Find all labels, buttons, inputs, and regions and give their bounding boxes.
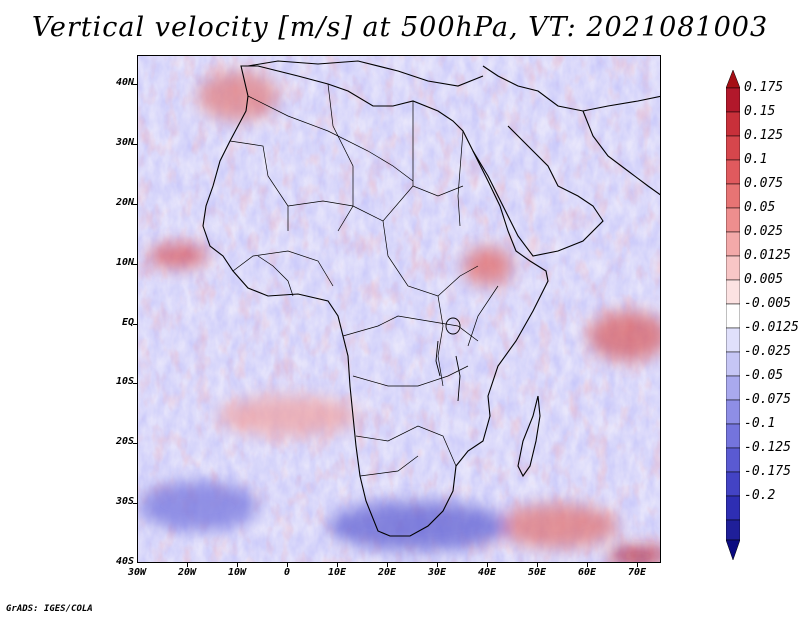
colorbar-level-label: 0.175 — [744, 80, 784, 95]
lon-tick — [537, 563, 538, 567]
lat-tick — [133, 204, 137, 205]
lat-label-40s: 40S — [115, 556, 134, 567]
colorbar-top-arrow — [726, 70, 740, 89]
colorbar-level-label: -0.05 — [744, 368, 784, 383]
colorbar-swatch — [726, 255, 740, 281]
lon-tick — [437, 563, 438, 567]
colorbar-swatch — [726, 495, 740, 521]
colorbar-swatch — [726, 183, 740, 209]
lon-tick — [287, 563, 288, 567]
colorbar-swatch — [726, 327, 740, 353]
lon-tick — [487, 563, 488, 567]
coastlines — [202, 60, 660, 537]
map-plot-area — [137, 55, 661, 563]
colorbar — [726, 70, 740, 560]
colorbar-swatch — [726, 519, 740, 541]
colorbar-swatch — [726, 159, 740, 185]
colorbar-bottom-arrow — [726, 539, 740, 560]
lon-label-30w: 30W — [127, 567, 147, 578]
velocity-field-map — [138, 56, 660, 562]
lon-label-20e: 20E — [377, 567, 397, 578]
lon-tick — [637, 563, 638, 567]
lat-tick — [133, 84, 137, 85]
colorbar-swatch — [726, 447, 740, 473]
colorbar-level-label: -0.025 — [744, 344, 791, 359]
colorbar-swatch — [726, 303, 740, 329]
lat-tick — [133, 383, 137, 384]
colorbar-swatch — [726, 279, 740, 305]
colorbar-level-label: -0.175 — [744, 464, 791, 479]
lat-label-eq: EQ — [121, 317, 134, 328]
colorbar-level-label: 0.15 — [744, 104, 776, 119]
lon-tick — [587, 563, 588, 567]
colorbar-level-label: 0.005 — [744, 272, 784, 287]
colorbar-level-label: 0.05 — [744, 200, 776, 215]
lon-label-50e: 50E — [527, 567, 547, 578]
lon-tick — [187, 563, 188, 567]
lon-label-20w: 20W — [177, 567, 197, 578]
lat-label-30s: 30S — [115, 496, 134, 507]
colorbar-swatch — [726, 351, 740, 377]
colorbar-level-label: -0.0125 — [744, 320, 799, 335]
credit-footer: GrADS: IGES/COLA — [6, 604, 93, 614]
lat-tick — [133, 324, 137, 325]
colorbar-swatch — [726, 423, 740, 449]
lat-label-40n: 40N — [115, 77, 134, 88]
colorbar-swatch — [726, 207, 740, 233]
colorbar-level-label: 0.1 — [744, 152, 768, 167]
colorbar-level-label: 0.025 — [744, 224, 784, 239]
lat-label-20s: 20S — [115, 436, 134, 447]
colorbar-level-label: -0.125 — [744, 440, 791, 455]
chart-title: Vertical velocity [m/s] at 500hPa, VT: 2… — [31, 12, 769, 43]
lon-tick — [337, 563, 338, 567]
colorbar-level-label: -0.2 — [744, 488, 776, 503]
colorbar-level-label: -0.005 — [744, 296, 791, 311]
colorbar-level-label: 0.125 — [744, 128, 784, 143]
country-borders — [229, 83, 499, 477]
colorbar-swatch — [726, 231, 740, 257]
lon-tick — [237, 563, 238, 567]
lat-label-10s: 10S — [115, 376, 134, 387]
lat-label-30n: 30N — [115, 137, 134, 148]
colorbar-swatch — [726, 375, 740, 401]
colorbar-level-label: -0.075 — [744, 392, 791, 407]
lat-tick — [133, 264, 137, 265]
colorbar-level-label: -0.1 — [744, 416, 776, 431]
colorbar-swatch — [726, 399, 740, 425]
colorbar-level-label: 0.0125 — [744, 248, 791, 263]
lat-tick — [133, 503, 137, 504]
lat-label-20n: 20N — [115, 197, 134, 208]
lon-tick — [387, 563, 388, 567]
lon-label-0: 0 — [283, 567, 291, 578]
colorbar-swatch — [726, 471, 740, 497]
lon-label-40e: 40E — [477, 567, 497, 578]
lon-label-30e: 30E — [427, 567, 447, 578]
lat-label-10n: 10N — [115, 257, 134, 268]
lon-label-10w: 10W — [227, 567, 247, 578]
lat-tick — [133, 443, 137, 444]
lon-label-10e: 10E — [327, 567, 347, 578]
lon-label-60e: 60E — [577, 567, 597, 578]
colorbar-level-label: 0.075 — [744, 176, 784, 191]
strong-patches — [138, 71, 660, 562]
lon-label-70e: 70E — [627, 567, 647, 578]
colorbar-swatch — [726, 111, 740, 137]
colorbar-swatch — [726, 87, 740, 113]
lakes — [435, 317, 461, 402]
colorbar-swatch — [726, 135, 740, 161]
lat-tick — [133, 144, 137, 145]
ascent-texture — [138, 56, 660, 562]
